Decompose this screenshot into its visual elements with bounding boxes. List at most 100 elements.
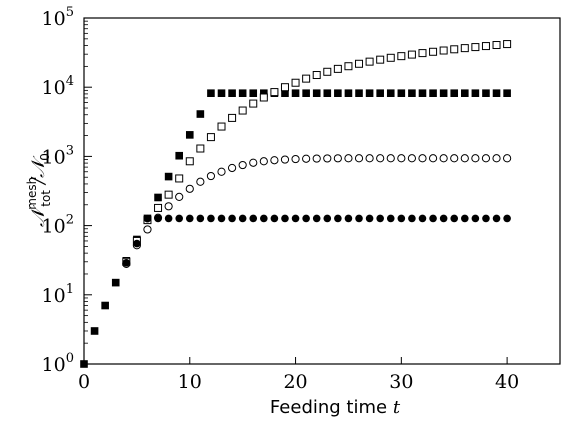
data-point-circle-filled [143, 214, 152, 223]
data-point-circle-filled [471, 214, 480, 223]
data-point-circle-filled [408, 214, 416, 223]
data-point-square-filled [450, 89, 459, 97]
data-point-circle-filled [122, 259, 131, 267]
data-point-circle-open [175, 192, 184, 201]
data-point-square-filled [217, 89, 226, 97]
data-point-square-open [481, 42, 490, 51]
data-point-square-filled [482, 89, 490, 97]
data-point-square-open [291, 78, 300, 87]
data-point-square-filled [408, 89, 416, 97]
data-point-circle-filled [429, 214, 437, 223]
data-point-square-filled [429, 89, 437, 97]
data-point-circle-filled [397, 214, 406, 223]
data-point-circle-filled [249, 214, 258, 223]
data-point-square-open [175, 174, 184, 183]
series-square-filled [80, 89, 511, 368]
data-point-square-open [418, 49, 427, 58]
data-point-circle-filled [355, 214, 363, 223]
data-point-square-filled [355, 89, 363, 97]
data-point-circle-filled [365, 214, 374, 223]
data-point-square-open [450, 45, 459, 54]
data-point-square-open [439, 46, 448, 55]
data-point-square-filled [492, 89, 501, 97]
data-point-circle-filled [312, 214, 321, 223]
data-point-circle-filled [291, 214, 300, 223]
data-point-square-open [429, 47, 438, 56]
data-point-circle-open [302, 154, 311, 163]
data-point-circle-filled [461, 214, 469, 223]
data-point-circle-open [471, 154, 480, 163]
data-point-square-open [386, 53, 395, 62]
data-point-square-open [196, 144, 205, 153]
y-tick-label: 103 [42, 143, 74, 168]
data-point-circle-filled [334, 214, 342, 223]
data-point-square-open [238, 106, 247, 115]
data-point-square-open [376, 55, 385, 64]
data-point-circle-filled [217, 214, 226, 223]
series-square-open [122, 40, 512, 266]
data-point-square-filled [503, 89, 511, 97]
data-point-square-filled [439, 89, 448, 97]
axis-ticks: 0 10 20 30 40 100 101 102 103 104 105 [42, 5, 520, 393]
plot-area [83, 17, 561, 365]
data-point-circle-filled [492, 214, 501, 223]
data-point-circle-open [196, 177, 205, 186]
data-point-square-open [249, 99, 258, 108]
data-point-circle-filled [154, 214, 162, 223]
data-point-circle-filled [164, 214, 173, 223]
data-point-circle-open [503, 154, 512, 163]
data-point-circle-filled [281, 214, 289, 223]
x-axis-title: Feeding time t [270, 397, 401, 418]
data-point-circle-open [354, 154, 364, 163]
data-point-circle-open [291, 154, 300, 164]
data-point-circle-filled [376, 214, 384, 223]
data-point-square-filled [154, 193, 162, 202]
data-point-square-filled [461, 89, 469, 97]
data-point-square-open [323, 67, 332, 76]
data-point-square-open [471, 43, 480, 52]
data-point-circle-open [249, 158, 258, 167]
data-point-square-open [154, 203, 163, 212]
data-point-square-filled [185, 131, 194, 139]
data-point-circle-open [386, 154, 395, 163]
data-point-circle-open [217, 167, 226, 176]
data-point-square-filled [397, 89, 406, 97]
data-point-circle-open [428, 154, 438, 163]
data-point-square-open [333, 64, 342, 73]
y-tick-label: 104 [42, 74, 74, 99]
data-point-square-filled [196, 110, 205, 118]
data-point-circle-filled [323, 214, 332, 223]
data-point-circle-open [280, 155, 290, 164]
data-point-circle-filled [185, 214, 194, 223]
data-point-square-filled [90, 327, 99, 335]
y-tick-label: 102 [42, 213, 74, 238]
data-point-square-filled [175, 151, 183, 160]
data-point-square-filled [312, 89, 321, 97]
data-point-square-filled [164, 172, 173, 181]
data-point-circle-open [206, 171, 216, 181]
data-point-square-open [185, 157, 194, 166]
data-point-circle-open [450, 154, 459, 163]
data-point-square-open [302, 74, 311, 83]
data-point-square-filled [101, 301, 109, 310]
data-point-circle-filled [260, 214, 268, 223]
data-point-square-filled [418, 89, 427, 97]
data-point-circle-filled [503, 214, 511, 223]
data-point-circle-filled [270, 214, 279, 223]
data-point-circle-open [365, 154, 374, 163]
data-point-square-filled [471, 89, 480, 97]
data-point-square-filled [386, 89, 395, 97]
data-point-circle-filled [238, 214, 247, 223]
data-point-square-filled [260, 89, 268, 97]
data-point-square-open [503, 40, 512, 49]
data-point-square-open [280, 83, 289, 92]
data-point-square-open [228, 113, 237, 122]
data-point-circle-open [227, 163, 237, 173]
data-point-circle-open [439, 154, 448, 163]
data-point-square-open [164, 190, 173, 199]
data-point-square-filled [376, 89, 384, 97]
data-point-square-open [397, 52, 406, 61]
x-tick-label: 20 [283, 371, 307, 393]
data-point-circle-open [492, 154, 501, 163]
series-circle-filled [122, 214, 511, 267]
